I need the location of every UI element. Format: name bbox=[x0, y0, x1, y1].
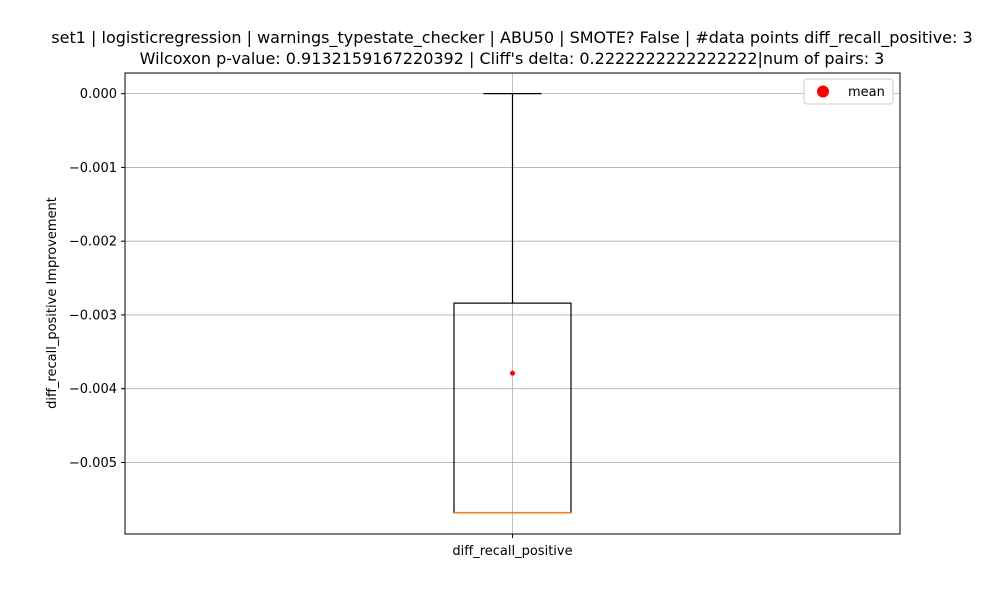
chart-title-line1: set1 | logisticregression | warnings_typ… bbox=[51, 28, 972, 48]
y-axis: 0.000 −0.001 −0.002 −0.003 −0.004 −0.005 bbox=[69, 87, 125, 471]
legend: mean bbox=[803, 78, 894, 105]
y-axis-label: diff_recall_positive Improvement bbox=[45, 197, 60, 409]
mean-marker bbox=[510, 370, 515, 376]
y-tick-label: −0.002 bbox=[69, 235, 117, 250]
legend-box bbox=[803, 78, 894, 105]
x-axis: diff_recall_positive bbox=[452, 534, 573, 559]
plot-layer bbox=[453, 93, 572, 514]
legend-mean-label: mean bbox=[848, 85, 885, 100]
x-tick-label: diff_recall_positive bbox=[452, 544, 572, 559]
legend-mean-marker bbox=[817, 85, 829, 98]
y-tick-label: 0.000 bbox=[80, 87, 117, 102]
y-tick-label: −0.005 bbox=[69, 456, 117, 471]
y-tick-label: −0.004 bbox=[69, 382, 117, 397]
y-tick-label: −0.003 bbox=[69, 308, 117, 323]
chart-title-line2: Wilcoxon p-value: 0.9132159167220392 | C… bbox=[140, 49, 885, 68]
y-tick-label: −0.001 bbox=[69, 161, 117, 176]
